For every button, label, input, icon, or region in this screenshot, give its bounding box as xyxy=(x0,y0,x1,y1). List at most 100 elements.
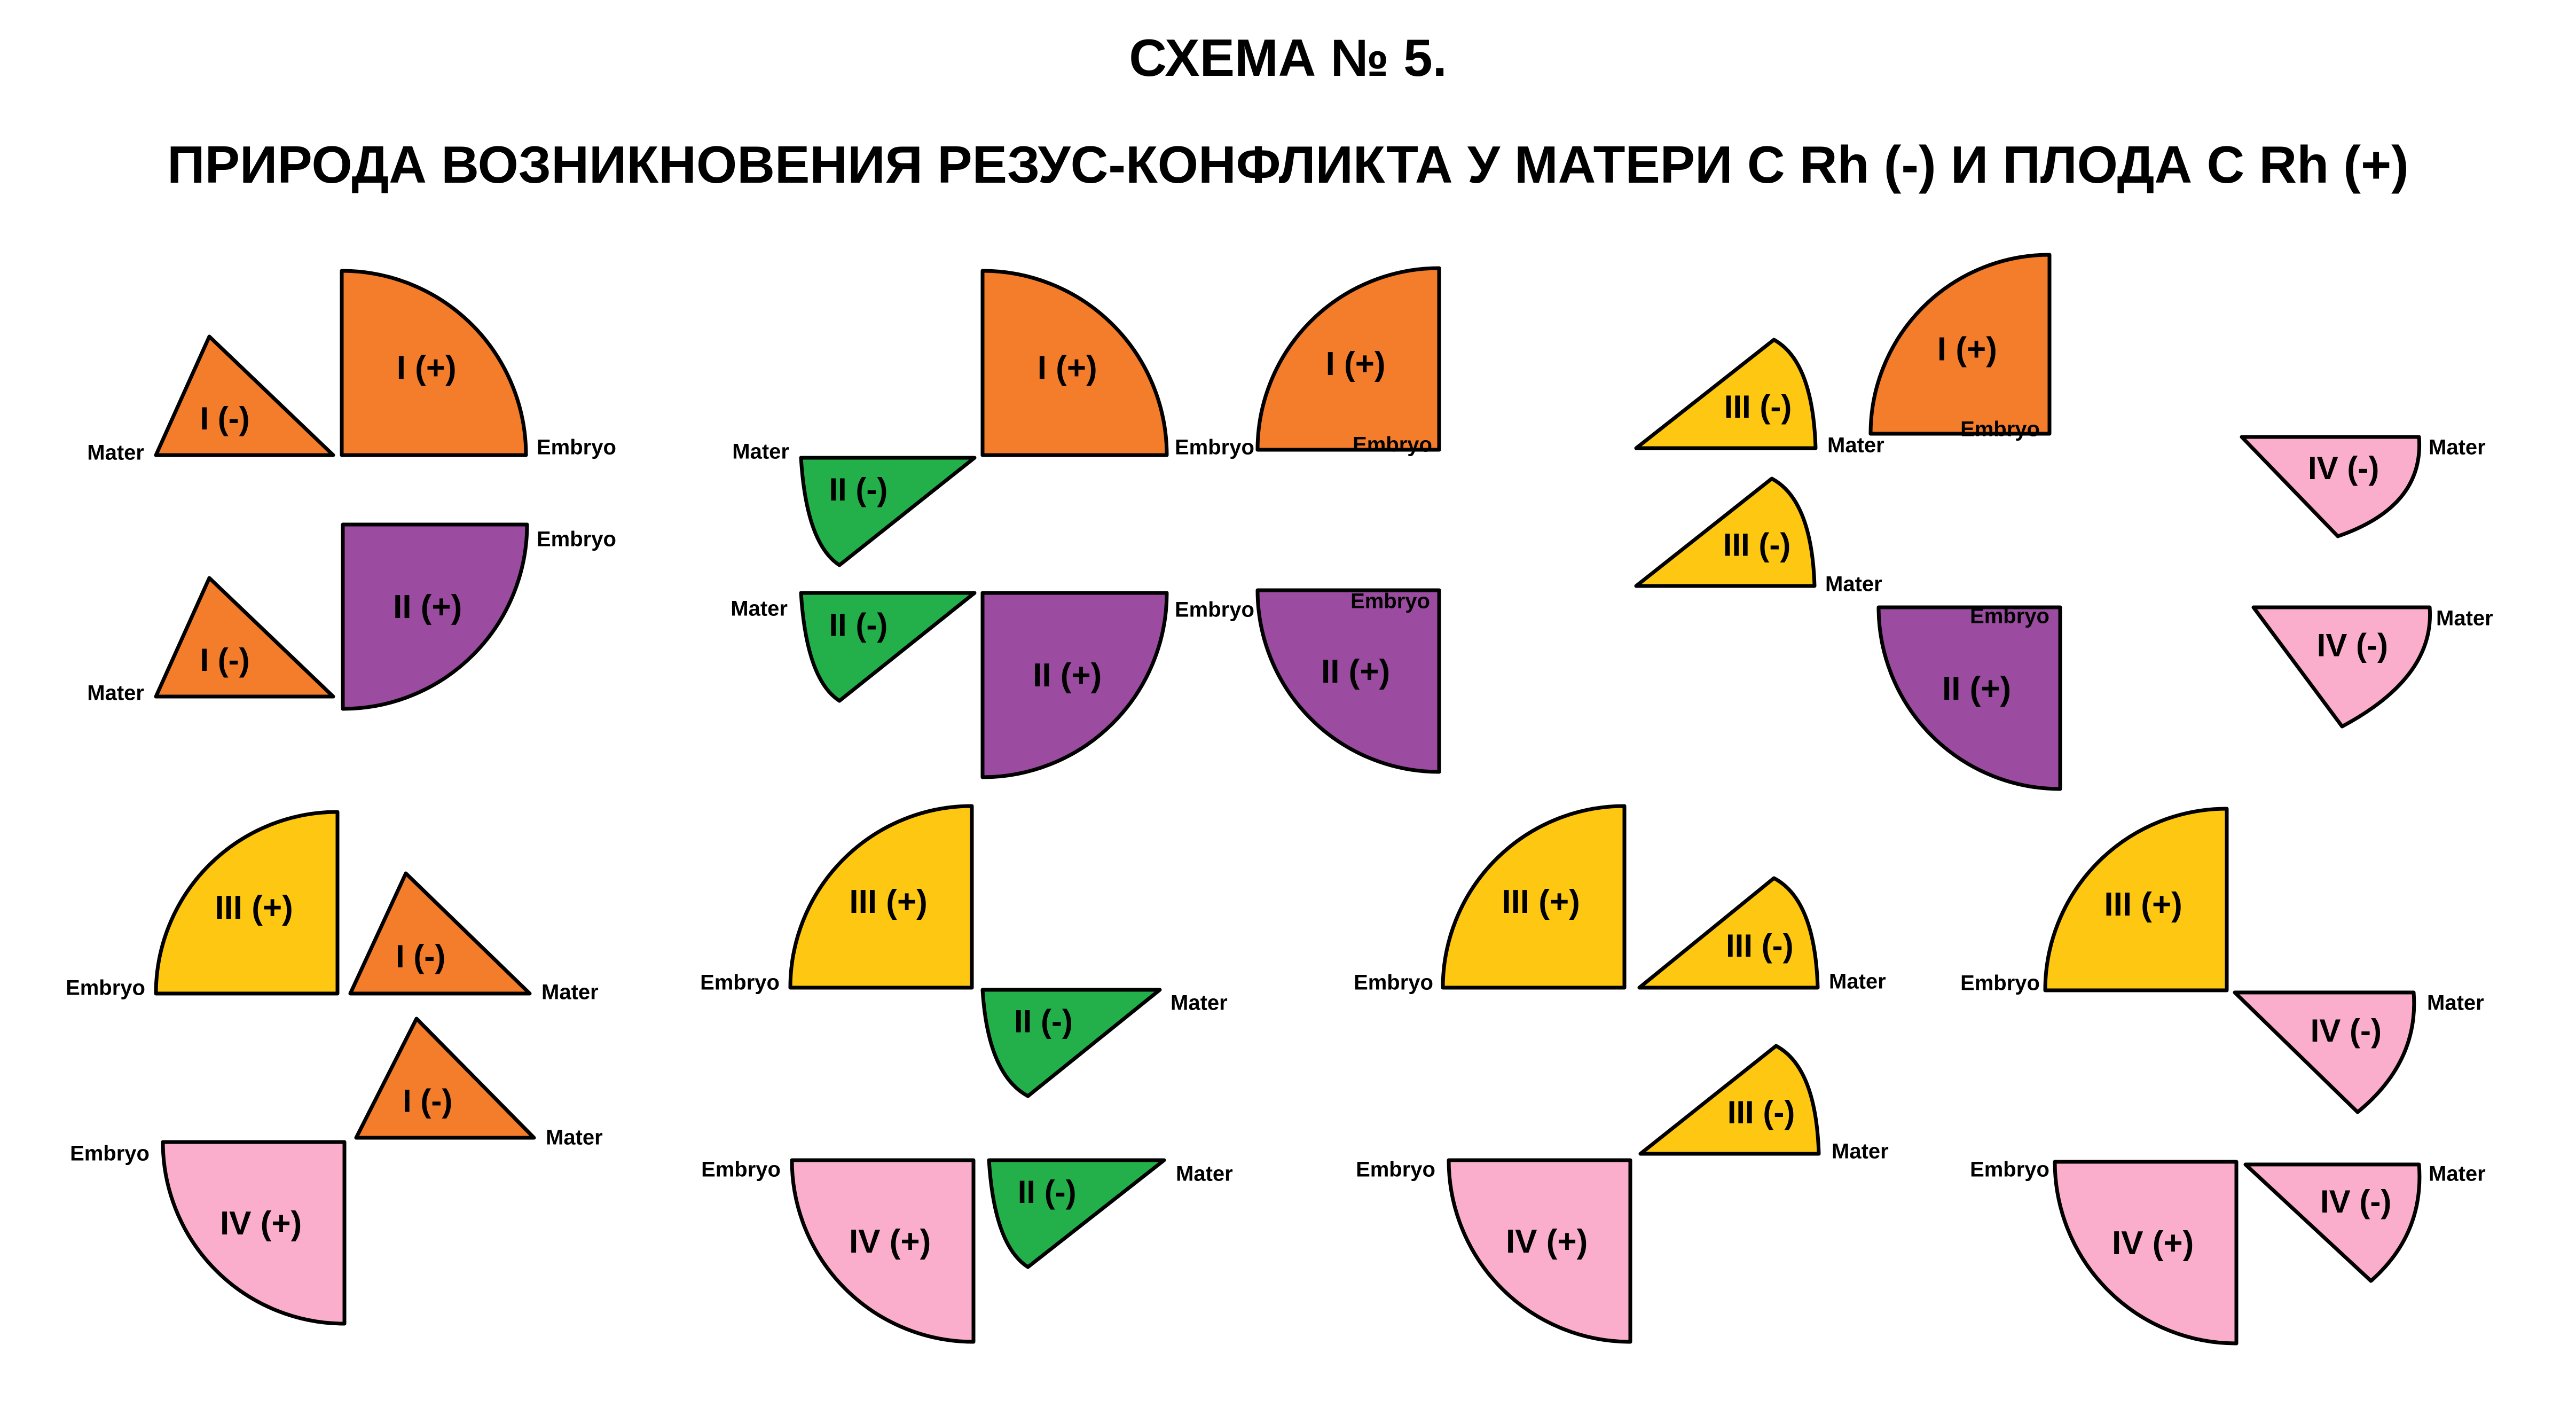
embryo-group-label: IV (+) xyxy=(2112,1225,2194,1262)
diagram-title: СХЕМА № 5. xyxy=(1129,28,1447,87)
mother-group-label: III (-) xyxy=(1726,928,1794,964)
pair-10: IV (+) I (-) Embryo Mater xyxy=(70,1017,603,1326)
mother-shape xyxy=(2243,1162,2422,1283)
mother-caption: Mater xyxy=(2429,436,2486,459)
embryo-group-label: II (+) xyxy=(1321,653,1390,690)
mother-group-label: II (-) xyxy=(1018,1174,1077,1210)
mother-shape xyxy=(2233,990,2416,1114)
embryo-shape xyxy=(980,269,1169,457)
pair-5: I (+) III (-) Embryo Mater xyxy=(1255,266,1884,457)
mother-shape xyxy=(1634,338,1818,450)
mother-group-label: I (-) xyxy=(403,1083,452,1119)
embryo-shape xyxy=(790,1158,976,1344)
mother-group-label: IV (-) xyxy=(2320,1184,2391,1219)
mother-caption: Mater xyxy=(2436,607,2493,630)
mother-caption: Mater xyxy=(1827,434,1884,457)
pair-12: IV (+) II (-) Embryo Mater xyxy=(701,1158,1233,1344)
embryo-group-label: II (+) xyxy=(1033,657,1102,694)
embryo-shape xyxy=(341,522,529,711)
pair-2: II (+) I (-) Embryo Mater xyxy=(87,522,616,711)
embryo-shape xyxy=(340,269,528,457)
embryo-group-label: IV (+) xyxy=(849,1223,931,1260)
mother-shape xyxy=(154,334,335,457)
embryo-group-label: II (+) xyxy=(1942,670,2011,707)
mother-shape xyxy=(799,591,977,703)
mother-caption: Mater xyxy=(87,682,144,705)
mother-group-label: III (-) xyxy=(1727,1094,1795,1130)
pair-7: I (+) IV (-) Embryo Mater xyxy=(1868,253,2486,538)
mother-caption: Mater xyxy=(1176,1162,1233,1186)
mother-shape xyxy=(799,456,977,567)
embryo-caption: Embryo xyxy=(1970,1158,2049,1182)
embryo-shape xyxy=(1447,1158,1632,1344)
mother-caption: Mater xyxy=(1171,991,1228,1015)
mother-caption: Mater xyxy=(1829,970,1886,994)
embryo-shape xyxy=(2043,807,2229,992)
embryo-caption: Embryo xyxy=(1970,605,2049,628)
pair-3: I (+) II (-) Embryo Mater xyxy=(732,269,1254,567)
mother-group-label: I (-) xyxy=(200,401,249,436)
mother-group-label: IV (-) xyxy=(2308,450,2379,486)
embryo-shape xyxy=(154,810,340,996)
mother-shape xyxy=(980,988,1162,1098)
mother-shape xyxy=(2251,605,2432,729)
embryo-group-label: III (+) xyxy=(1502,883,1580,920)
pair-14: IV (+) III (-) Embryo Mater xyxy=(1356,1044,1889,1344)
embryo-caption: Embryo xyxy=(1960,418,2040,441)
mother-group-label: I (-) xyxy=(396,939,445,974)
pair-11: III (+) II (-) Embryo Mater xyxy=(700,804,1228,1098)
mother-shape xyxy=(2240,435,2422,538)
mother-group-label: I (-) xyxy=(200,642,249,678)
embryo-caption: Embryo xyxy=(701,1158,781,1182)
mother-shape xyxy=(154,576,335,699)
mother-caption: Mater xyxy=(731,597,788,621)
mother-group-label: II (-) xyxy=(829,607,888,643)
mother-shape xyxy=(1637,876,1820,990)
embryo-shape xyxy=(1868,253,2052,436)
mother-shape xyxy=(354,1017,536,1140)
mother-caption: Mater xyxy=(2427,991,2484,1015)
embryo-caption: Embryo xyxy=(70,1142,150,1166)
pair-8: II (+) IV (-) Embryo Mater xyxy=(1876,605,2493,791)
pair-4: II (+) II (-) Embryo Mater xyxy=(731,591,1254,779)
mother-group-label: II (-) xyxy=(1014,1004,1073,1039)
mother-shape xyxy=(987,1158,1166,1269)
embryo-group-label: II (+) xyxy=(393,589,462,626)
embryo-group-label: III (+) xyxy=(215,889,293,926)
embryo-caption: Embryo xyxy=(1350,590,1430,613)
mother-shape xyxy=(1634,476,1817,588)
pair-1: I (+) I (-) Embryo Mater xyxy=(87,269,616,465)
embryo-shape xyxy=(980,591,1169,779)
embryo-group-label: I (+) xyxy=(1038,350,1097,387)
embryo-shape xyxy=(1441,804,1627,990)
pair-15: III (+) IV (-) Embryo Mater xyxy=(1960,807,2484,1114)
embryo-caption: Embryo xyxy=(1175,598,1254,622)
embryo-shape xyxy=(1255,588,1441,774)
pair-16: IV (+) IV (-) Embryo Mater xyxy=(1970,1158,2486,1346)
mother-group-label: IV (-) xyxy=(2317,628,2388,663)
mother-caption: Mater xyxy=(541,981,599,1004)
embryo-group-label: IV (+) xyxy=(220,1205,302,1242)
mother-caption: Mater xyxy=(1825,573,1882,596)
mother-shape xyxy=(348,871,532,996)
embryo-shape xyxy=(161,1140,347,1326)
embryo-caption: Embryo xyxy=(1353,433,1432,457)
mother-group-label: II (-) xyxy=(829,472,888,507)
embryo-shape xyxy=(1255,266,1441,452)
diagram-subtitle: ПРИРОДА ВОЗНИКНОВЕНИЯ РЕЗУС-КОНФЛИКТА У … xyxy=(167,135,2409,194)
embryo-shape xyxy=(2053,1160,2239,1346)
embryo-caption: Embryo xyxy=(537,528,616,551)
mother-caption: Mater xyxy=(546,1126,603,1150)
embryo-caption: Embryo xyxy=(537,436,616,459)
mother-caption: Mater xyxy=(2429,1162,2486,1186)
embryo-group-label: I (+) xyxy=(397,350,457,387)
embryo-caption: Embryo xyxy=(1354,971,1433,995)
pair-6: II (+) III (-) Embryo Mater xyxy=(1255,476,1882,774)
embryo-caption: Embryo xyxy=(66,976,145,1000)
embryo-group-label: III (+) xyxy=(2104,886,2182,923)
embryo-group-label: I (+) xyxy=(1326,346,1386,382)
pair-13: III (+) III (-) Embryo Mater xyxy=(1354,804,1886,995)
pair-9: III (+) I (-) Embryo Mater xyxy=(66,810,599,1004)
